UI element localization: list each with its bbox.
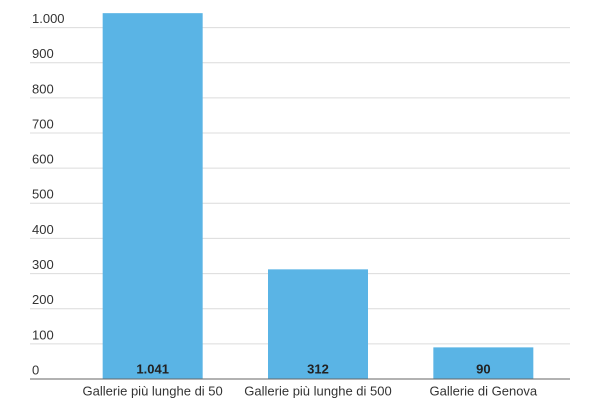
y-tick-label: 200 xyxy=(32,292,54,307)
y-tick-label: 0 xyxy=(32,362,39,377)
y-tick-label: 700 xyxy=(32,116,54,131)
y-tick-label: 800 xyxy=(32,81,54,96)
value-label: 90 xyxy=(476,361,490,376)
x-tick-label: Gallerie più lunghe di 500 xyxy=(244,383,391,398)
x-tick-label: Gallerie più lunghe di 50 xyxy=(83,383,223,398)
x-tick-label: Gallerie di Genova xyxy=(429,383,537,398)
bar xyxy=(102,13,203,380)
y-tick-label: 1.000 xyxy=(32,11,65,26)
y-tick-label: 600 xyxy=(32,152,54,167)
bar xyxy=(268,269,368,379)
bar xyxy=(433,347,534,379)
y-tick-label: 100 xyxy=(32,327,54,342)
y-tick-label: 900 xyxy=(32,46,54,61)
y-tick-label: 400 xyxy=(32,222,54,237)
y-tick-label: 500 xyxy=(32,187,54,202)
y-tick-label: 300 xyxy=(32,257,54,272)
value-label: 1.041 xyxy=(136,361,169,376)
value-label: 312 xyxy=(307,361,329,376)
